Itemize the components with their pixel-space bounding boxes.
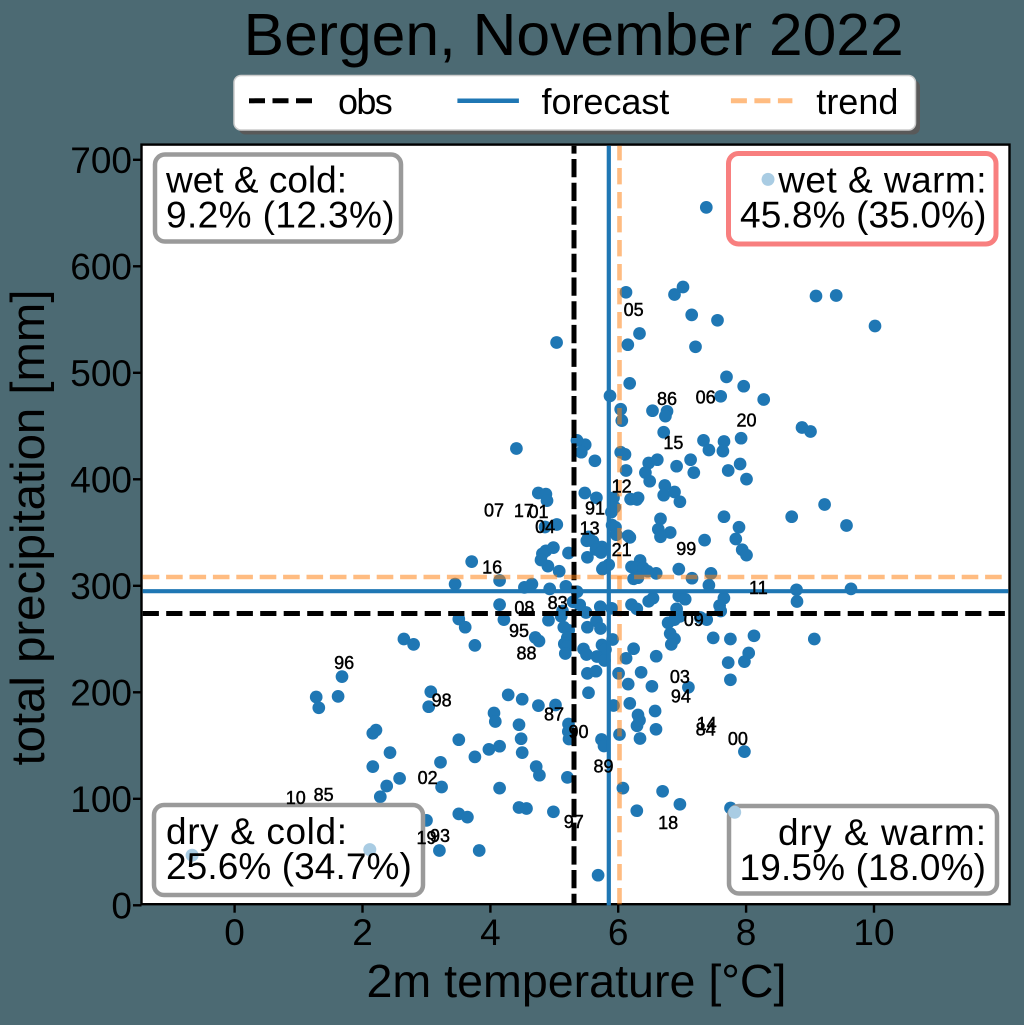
svg-text:98: 98 — [432, 691, 452, 711]
svg-text:96: 96 — [334, 653, 354, 673]
svg-text:forecast: forecast — [542, 81, 670, 122]
svg-text:15: 15 — [663, 433, 683, 453]
svg-text:100: 100 — [70, 779, 132, 820]
svg-text:06: 06 — [696, 388, 716, 408]
svg-text:obs: obs — [338, 81, 393, 122]
svg-text:05: 05 — [624, 300, 644, 320]
svg-text:03: 03 — [670, 667, 690, 687]
svg-text:total precipitation [mm]: total precipitation [mm] — [1, 290, 54, 766]
svg-text:wet & cold:: wet & cold: — [165, 160, 347, 201]
svg-text:01: 01 — [528, 502, 548, 522]
svg-text:19: 19 — [416, 828, 436, 848]
svg-text:91: 91 — [585, 498, 605, 518]
svg-text:0: 0 — [111, 885, 132, 926]
svg-text:12: 12 — [612, 477, 632, 497]
svg-text:18: 18 — [658, 813, 678, 833]
svg-text:700: 700 — [70, 140, 132, 181]
svg-text:08: 08 — [514, 598, 534, 618]
svg-text:6: 6 — [608, 912, 629, 953]
svg-text:300: 300 — [70, 566, 132, 607]
svg-text:07: 07 — [484, 500, 504, 520]
svg-text:87: 87 — [544, 704, 564, 724]
svg-text:dry & warm:: dry & warm: — [778, 812, 986, 853]
svg-text:10: 10 — [286, 788, 306, 808]
svg-text:Bergen, November 2022: Bergen, November 2022 — [244, 2, 904, 68]
svg-text:90: 90 — [568, 722, 588, 742]
svg-text:04: 04 — [535, 517, 555, 537]
svg-text:21: 21 — [612, 540, 632, 560]
svg-text:45.8% (35.0%): 45.8% (35.0%) — [740, 195, 987, 236]
svg-text:2: 2 — [352, 912, 373, 953]
svg-text:10: 10 — [853, 912, 894, 953]
svg-text:400: 400 — [70, 459, 132, 500]
svg-text:2m temperature [°C]: 2m temperature [°C] — [367, 955, 787, 1007]
svg-text:11: 11 — [749, 578, 768, 598]
svg-text:4: 4 — [480, 912, 501, 953]
svg-text:99: 99 — [676, 539, 696, 559]
svg-text:89: 89 — [593, 756, 613, 776]
svg-text:9.2% (12.3%): 9.2% (12.3%) — [166, 195, 395, 236]
svg-text:wet & warm:: wet & warm: — [777, 160, 986, 201]
svg-text:97: 97 — [564, 812, 584, 832]
svg-text:dry & cold:: dry & cold: — [166, 811, 347, 852]
svg-text:13: 13 — [580, 518, 600, 538]
svg-text:93: 93 — [430, 826, 450, 846]
svg-text:86: 86 — [657, 389, 677, 409]
svg-text:25.6% (34.7%): 25.6% (34.7%) — [166, 846, 412, 887]
svg-text:88: 88 — [516, 643, 536, 663]
svg-text:14: 14 — [697, 714, 717, 734]
svg-text:83: 83 — [548, 593, 568, 613]
svg-text:20: 20 — [736, 410, 756, 430]
svg-text:85: 85 — [314, 785, 334, 805]
svg-text:02: 02 — [418, 768, 438, 788]
svg-text:600: 600 — [70, 246, 132, 287]
svg-text:84: 84 — [696, 719, 716, 739]
svg-text:17: 17 — [514, 501, 534, 521]
svg-text:500: 500 — [70, 353, 132, 394]
svg-text:200: 200 — [70, 672, 132, 713]
svg-text:trend: trend — [816, 81, 898, 122]
svg-text:00: 00 — [728, 729, 748, 749]
svg-text:94: 94 — [671, 686, 691, 706]
svg-text:95: 95 — [509, 621, 529, 641]
svg-text:09: 09 — [684, 610, 704, 630]
svg-text:19.5% (18.0%): 19.5% (18.0%) — [740, 847, 987, 888]
svg-text:8: 8 — [736, 912, 757, 953]
svg-text:0: 0 — [224, 912, 245, 953]
svg-text:16: 16 — [482, 557, 502, 577]
